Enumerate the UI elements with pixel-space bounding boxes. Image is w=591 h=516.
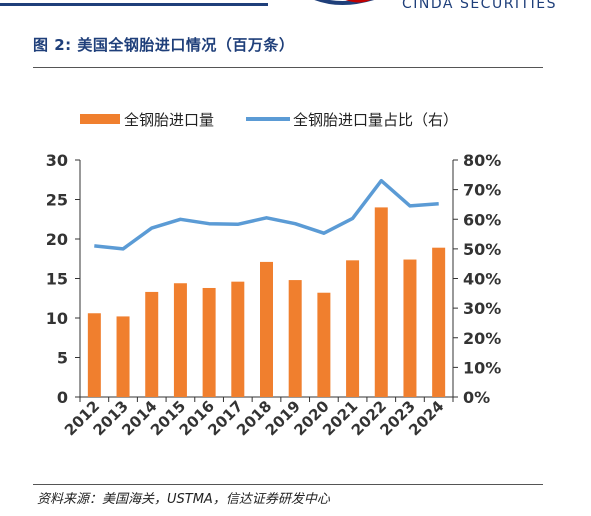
- y-tick-label-right: 80%: [463, 151, 501, 170]
- figure-source: 资料来源：美国海关，USTMA，信达证券研发中心: [37, 492, 330, 507]
- chart-axes: 0510152025300%10%20%30%40%50%60%70%80%20…: [46, 151, 502, 439]
- legend-label-line: 全钢胎进口量占比（右）: [293, 111, 458, 129]
- bar-2019: [288, 280, 302, 397]
- y-tick-label-left: 10: [46, 309, 68, 328]
- y-tick-label-right: 40%: [463, 270, 501, 289]
- y-tick-label-right: 50%: [463, 240, 501, 259]
- bar-2013: [116, 316, 130, 397]
- line-series: [94, 178, 439, 251]
- brand-logo: CINDA SECURITIES: [314, 0, 557, 10]
- bar-2024: [432, 247, 446, 397]
- source-divider: [33, 484, 543, 485]
- bar-2015: [173, 283, 187, 397]
- bar-2016: [202, 287, 216, 397]
- bar-2012: [87, 313, 101, 397]
- y-tick-label-right: 70%: [463, 181, 501, 200]
- y-tick-label-left: 20: [46, 230, 68, 249]
- legend-swatch-bar: [80, 114, 120, 124]
- y-tick-label-right: 20%: [463, 329, 501, 348]
- bar-2022: [374, 207, 388, 397]
- bar-2021: [346, 260, 360, 397]
- bar-2017: [231, 281, 245, 397]
- header-band: CINDA SECURITIES: [0, 0, 591, 12]
- bar-2014: [145, 291, 159, 397]
- bar-2018: [260, 261, 273, 397]
- y-tick-label-right: 60%: [463, 210, 501, 229]
- chart-legend: 全钢胎进口量 全钢胎进口量占比（右）: [80, 111, 458, 129]
- y-tick-label-right: 0%: [463, 388, 490, 407]
- figure-title: 图 2: 美国全钢胎进口情况（百万条）: [33, 36, 295, 54]
- header-rule: [0, 3, 268, 6]
- title-divider: [33, 67, 543, 68]
- brand-text: CINDA SECURITIES: [402, 0, 557, 10]
- y-tick-label-left: 30: [46, 151, 68, 170]
- legend-label-bar: 全钢胎进口量: [124, 111, 214, 129]
- y-tick-label-right: 30%: [463, 299, 501, 318]
- bar-2023: [403, 259, 417, 397]
- y-tick-label-left: 25: [46, 191, 68, 210]
- bar-series: [87, 207, 446, 397]
- y-tick-label-left: 0: [57, 388, 68, 407]
- y-tick-label-left: 5: [57, 349, 68, 368]
- y-tick-label-left: 15: [46, 270, 68, 289]
- bar-2020: [317, 292, 331, 397]
- y-tick-label-right: 10%: [463, 358, 501, 377]
